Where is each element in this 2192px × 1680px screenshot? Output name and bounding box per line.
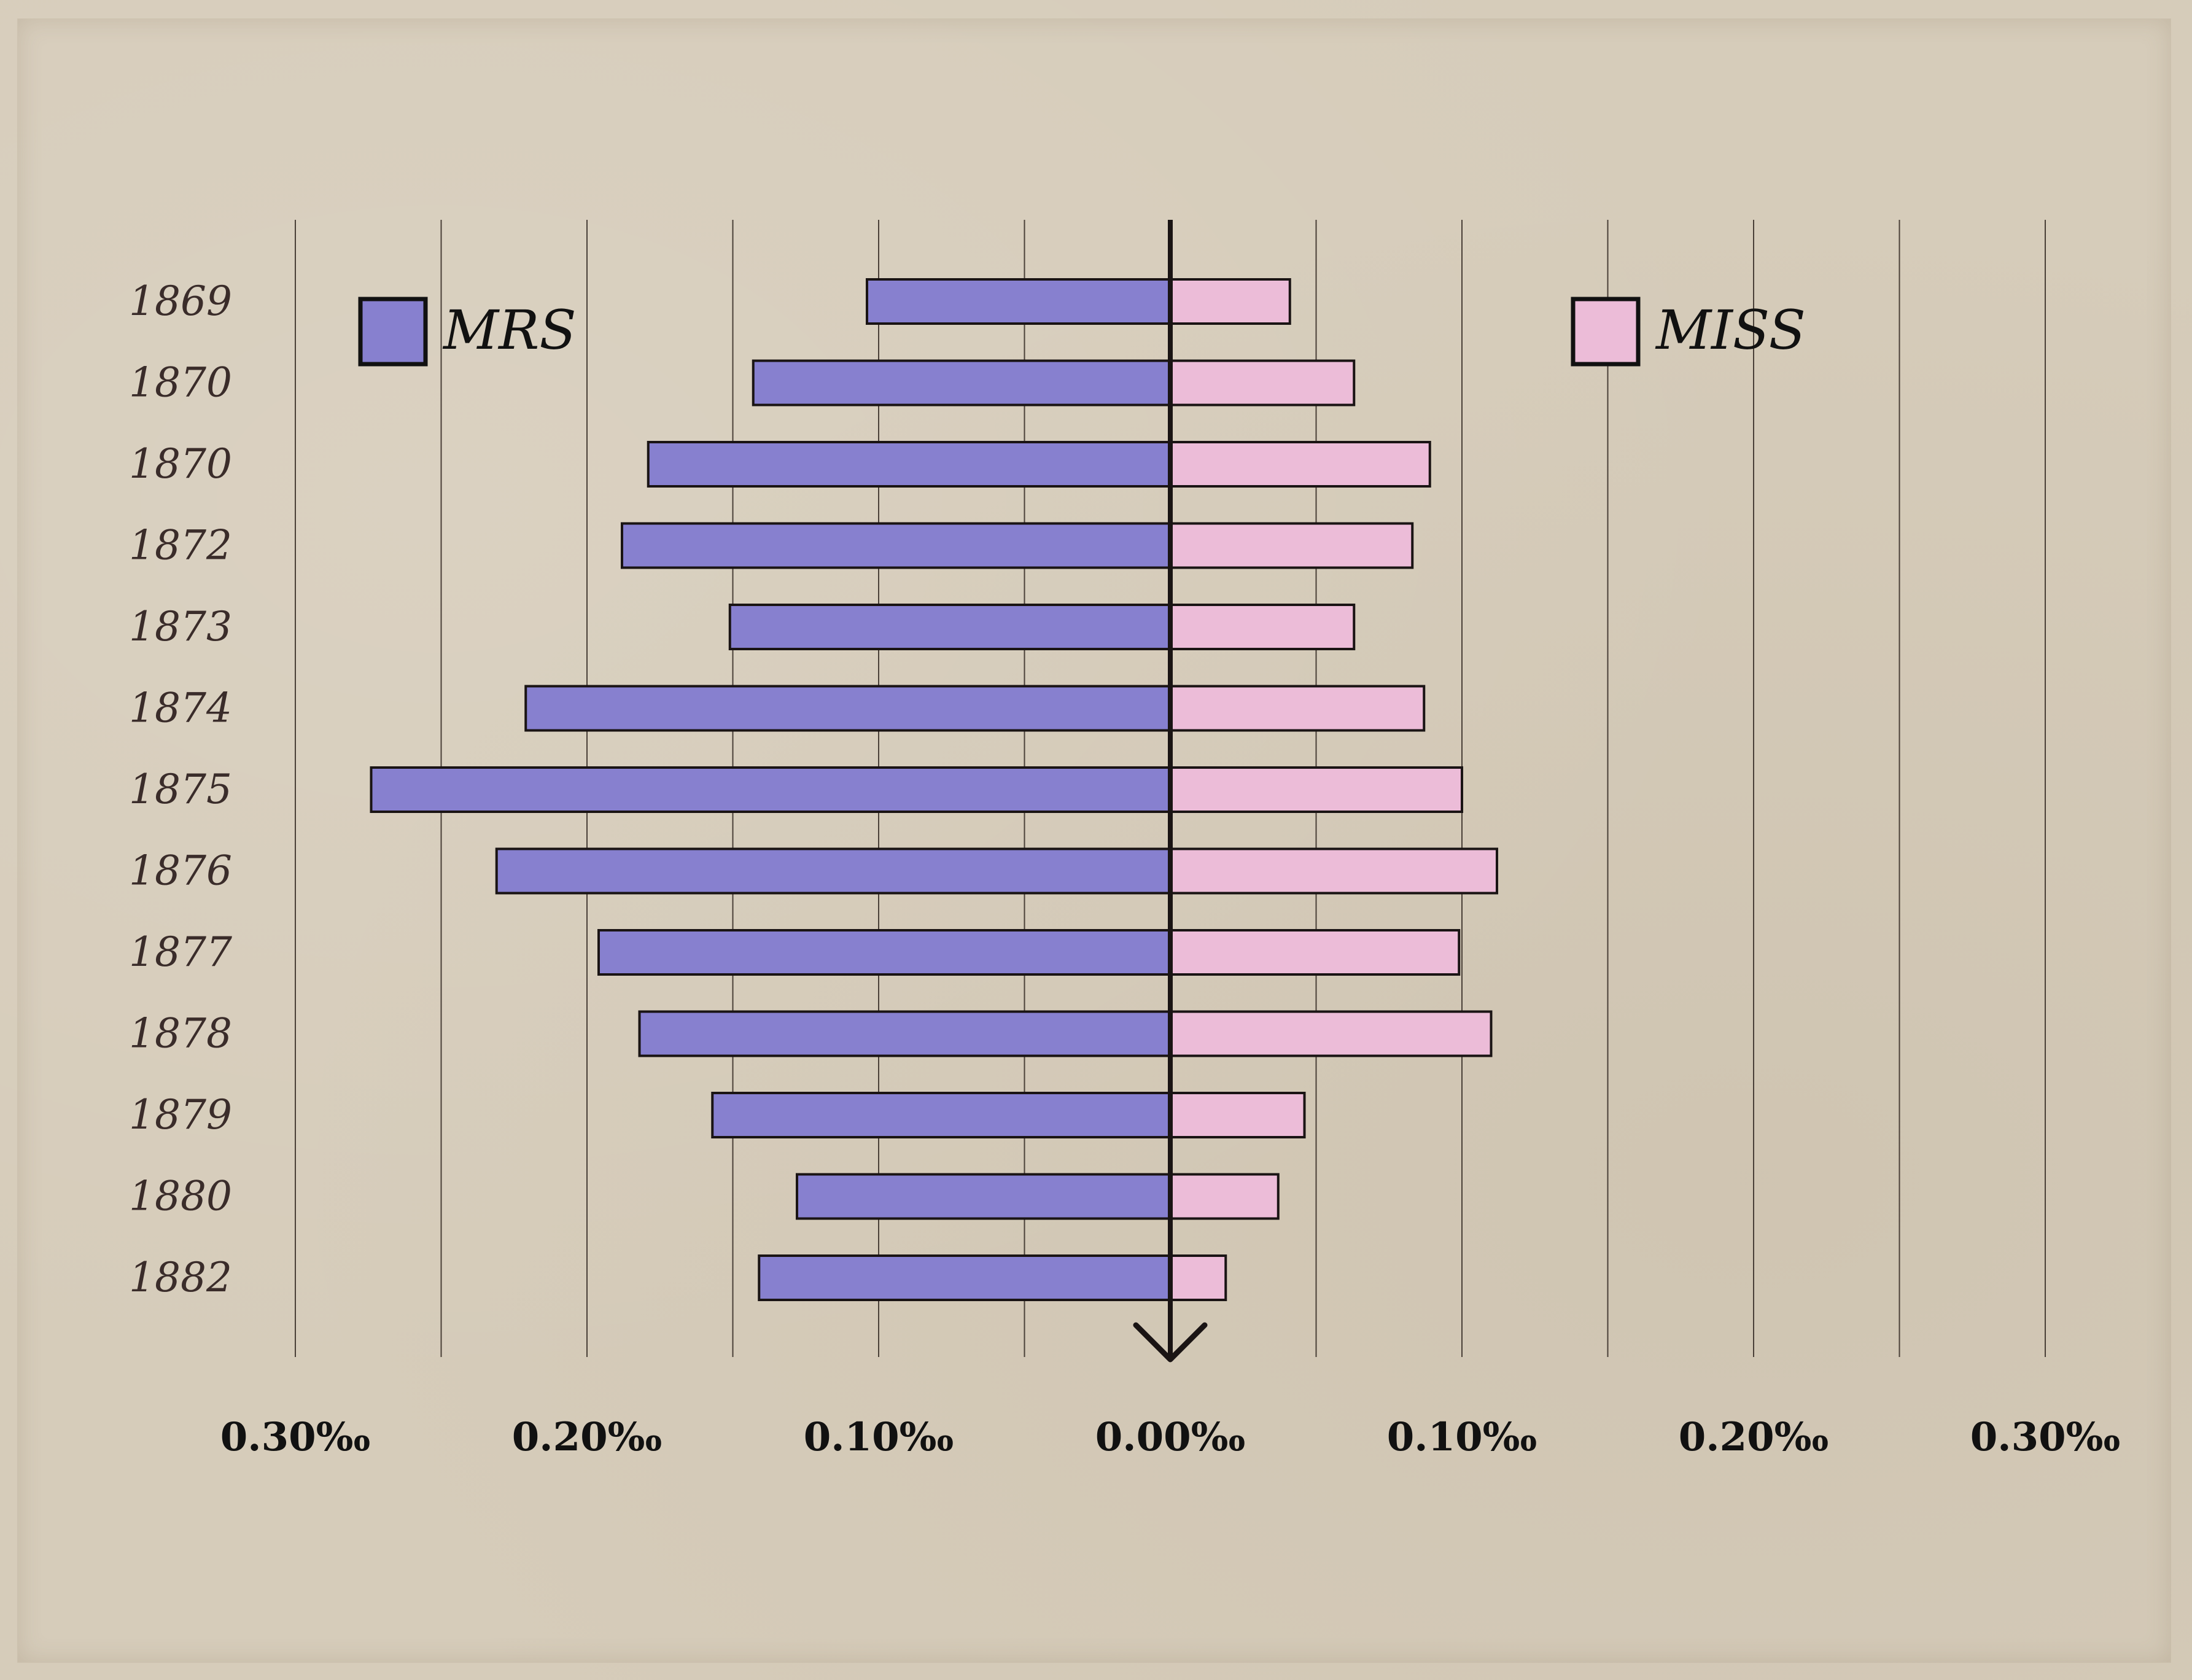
paper-frame [17,18,2171,1663]
labels: 1869 1870 1870 1872 1873 1874 1875 1876 1877 1878… [129,278,2120,1460]
x-tick-label: 0.30‰ [1970,1414,2121,1460]
bar-mrs-1872 [621,522,1172,569]
x-tick-label: 0.10‰ [1387,1414,1537,1460]
legend-swatch-miss [1571,297,1641,367]
year-label: 1878 [129,1010,232,1057]
bar-mrs-1875 [370,766,1172,813]
bar-mrs-1870 [647,441,1172,488]
bar-miss-1879 [1169,1092,1306,1138]
x-tick-label: 0.20‰ [512,1414,663,1460]
year-label: 1874 [129,685,232,732]
bar-mrs-1879 [711,1092,1172,1138]
year-label: 1879 [129,1091,232,1138]
year-label: 1870 [129,359,232,406]
year-label: 1880 [129,1173,232,1220]
bar-mrs-1877 [597,929,1172,976]
bar-miss-1878 [1169,1010,1493,1057]
year-label: 1873 [129,603,232,650]
grid-lines [295,220,2046,1357]
year-label: 1870 [129,440,232,488]
legend-label-mrs: MRS [442,298,577,362]
year-label: 1877 [129,928,232,976]
legend-label-miss: MISS [1655,298,1806,362]
axis-arrow-icon [1133,1322,1208,1363]
legend-swatch-mrs [358,297,428,367]
year-label: 1872 [129,522,232,569]
x-tick-label: 0.20‰ [1679,1414,1829,1460]
year-label: 1869 [129,278,232,325]
bar-miss-1869 [1169,278,1291,325]
bar-miss-1876 [1169,847,1498,895]
bar-miss-1875 [1169,766,1463,813]
x-tick-label: 0.00‰ [1095,1414,1246,1460]
bar-miss-1870 [1169,359,1356,406]
bar-mrs-1869 [866,278,1172,325]
bar-mrs-1873 [728,604,1172,650]
center-axis [1133,220,1208,1363]
bar-mrs-1870 [752,359,1172,406]
bar-miss-1880 [1169,1173,1280,1220]
x-tick-label: 0.30‰ [220,1414,371,1460]
bar-mrs-1874 [524,685,1172,732]
bar-miss-1873 [1169,604,1356,650]
year-label: 1882 [129,1254,232,1301]
legend: MRS MISS [358,297,1806,367]
year-label: 1876 [129,847,232,895]
bars [370,278,1498,1301]
bar-miss-1874 [1169,685,1426,732]
bar-mrs-1876 [495,847,1172,895]
bar-mrs-1880 [796,1173,1172,1220]
bar-mrs-1882 [758,1254,1172,1301]
bar-miss-1882 [1169,1254,1227,1301]
bar-miss-1877 [1169,929,1461,976]
bar-miss-1870 [1169,441,1431,488]
bar-mrs-1878 [638,1010,1172,1057]
x-tick-label: 0.10‰ [804,1414,954,1460]
year-label: 1875 [129,766,232,813]
bar-miss-1872 [1169,522,1414,569]
